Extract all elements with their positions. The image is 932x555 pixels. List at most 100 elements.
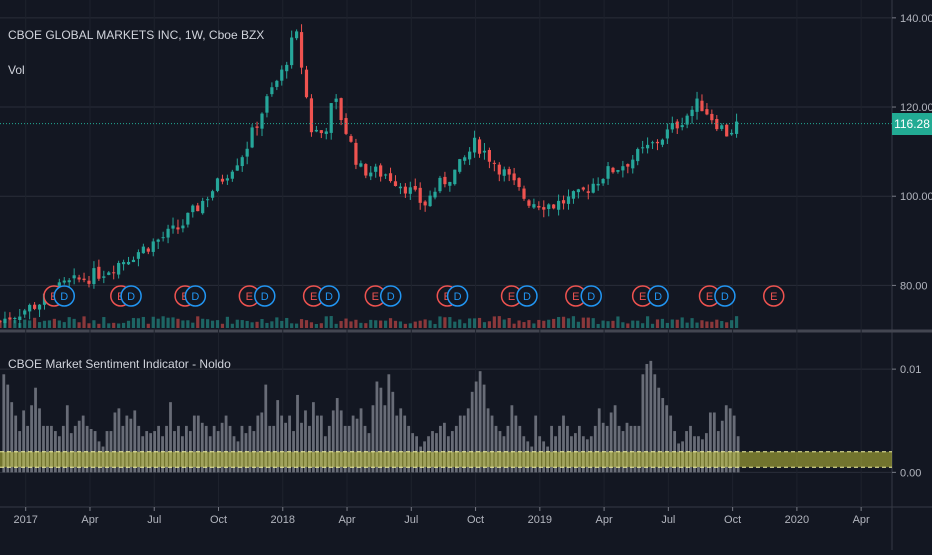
volume-bar [181, 320, 185, 328]
volume-bar [725, 322, 729, 328]
volume-bar [309, 322, 314, 328]
indicator-bar [200, 422, 204, 473]
earnings-marker[interactable]: E [698, 285, 721, 307]
event-label: E [706, 291, 713, 303]
candle-body [369, 172, 373, 177]
dividend-circle [446, 285, 469, 307]
dividend-marker[interactable]: D [318, 285, 340, 307]
candle-body [18, 316, 22, 321]
indicator-bar [276, 400, 280, 473]
dividend-marker[interactable]: D [53, 285, 76, 307]
indicator-bar [57, 436, 61, 473]
dividend-marker[interactable]: D [446, 285, 469, 307]
volume-bar [166, 317, 170, 328]
indicator-bar [605, 425, 609, 473]
candle-body [601, 179, 605, 184]
dividend-marker[interactable]: D [647, 285, 669, 307]
indicator-bar [89, 429, 93, 473]
volume-bar [0, 320, 2, 328]
volume-bar [117, 323, 121, 328]
volume-bar [453, 321, 457, 328]
volume-bar [616, 316, 620, 328]
indicator-bar [427, 436, 430, 473]
indicator-bar [351, 415, 355, 473]
candle-body [606, 166, 610, 179]
candle-body [398, 186, 403, 189]
candle-body [191, 205, 195, 213]
candle-body [201, 200, 205, 214]
candle-body [621, 166, 625, 171]
indicator-bar [141, 436, 145, 473]
indicator-bar [724, 405, 728, 473]
indicator-bar [478, 371, 482, 473]
volume-bar [324, 316, 328, 328]
candle-body [670, 123, 674, 130]
event-label: D [454, 291, 462, 303]
volume-bar [458, 319, 462, 328]
indicator-bar [30, 405, 33, 473]
volume-bar [517, 320, 521, 328]
volume-bar [156, 318, 160, 328]
volume-bar [57, 320, 61, 328]
volume-bar [561, 316, 566, 328]
earnings-marker[interactable]: E [763, 285, 785, 307]
candle-body [117, 262, 121, 275]
candle-body [186, 212, 190, 225]
volume-bar [151, 316, 155, 328]
dividend-marker[interactable]: D [120, 285, 142, 307]
indicator-bar [514, 415, 518, 473]
candle-body [196, 205, 200, 212]
candle-body [705, 109, 709, 115]
volume-bar [581, 317, 585, 328]
candle-body [181, 225, 185, 229]
volume-bar [497, 316, 501, 328]
dividend-circle [120, 285, 142, 307]
dividend-marker[interactable]: D [714, 285, 736, 307]
volume-bar [344, 318, 348, 328]
candle-body [458, 159, 462, 172]
volume-bar [468, 318, 472, 328]
event-label: E [770, 291, 777, 303]
indicator-bar [232, 436, 236, 473]
volume-bar [339, 321, 343, 328]
candle-body [299, 32, 304, 68]
indicator-bar [494, 425, 498, 473]
volume-bar [225, 316, 229, 328]
volume-bar [383, 320, 388, 328]
candle-body [641, 147, 645, 149]
indicator-bar [268, 425, 272, 473]
dividend-marker[interactable]: D [184, 285, 207, 307]
indicator-bars-group [2, 360, 740, 473]
indicator-bar [149, 433, 153, 473]
volume-bar [112, 322, 116, 328]
indicator-bar [712, 412, 716, 473]
candle-body [220, 178, 225, 182]
volume-bar [705, 321, 709, 328]
indicator-bar [61, 425, 65, 473]
volume-bar [334, 323, 338, 328]
dividend-marker[interactable]: D [254, 285, 276, 307]
volume-bar [537, 319, 541, 328]
indicator-bar [728, 408, 732, 473]
volume-bar [438, 316, 442, 328]
dividend-marker[interactable]: D [580, 285, 602, 307]
candle-body [275, 80, 279, 87]
dividend-marker[interactable]: D [516, 285, 538, 307]
volume-bar [210, 320, 215, 328]
volume-bar [18, 323, 22, 328]
indicator-bar [490, 415, 494, 473]
candle-body [141, 246, 145, 254]
dividend-marker[interactable]: D [379, 285, 402, 307]
indicator-bar [73, 425, 77, 473]
indicator-bar [6, 384, 10, 473]
candle-body [468, 151, 472, 160]
candle-body [537, 205, 541, 208]
candle-body [334, 98, 338, 102]
indicator-bar [244, 433, 248, 473]
event-label: D [261, 291, 269, 303]
volume-bar [314, 323, 318, 328]
volume-bar [92, 320, 96, 328]
candle-body [364, 164, 368, 176]
